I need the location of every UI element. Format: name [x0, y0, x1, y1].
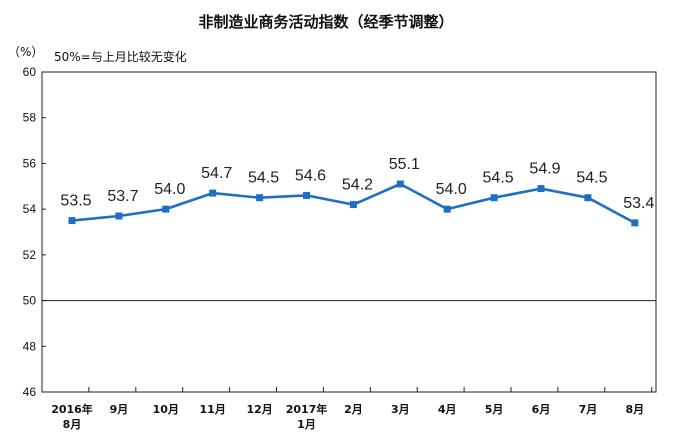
x-tick-label-line: 8月 — [63, 418, 82, 431]
data-label: 53.4 — [623, 195, 654, 212]
x-tick-label: 6月 — [532, 403, 551, 416]
y-tick-label: 50 — [23, 294, 37, 308]
data-point-marker — [537, 185, 545, 193]
data-label: 54.5 — [576, 170, 607, 187]
x-tick-label: 5月 — [485, 403, 504, 416]
y-tick-label: 54 — [23, 202, 37, 216]
y-tick-label: 60 — [23, 65, 37, 79]
chart-title: 非制造业商务活动指数（经季节调整） — [198, 13, 453, 31]
data-point-marker — [631, 219, 639, 227]
data-point-marker — [115, 212, 123, 220]
data-labels: 53.5 53.7 54.0 54.7 54.5 54.6 54.2 55.1 54.0 54.5… — [60, 156, 654, 212]
data-point-marker — [209, 189, 217, 197]
x-tick-label: 2017年 1月 — [286, 402, 328, 431]
data-label: 53.5 — [60, 193, 91, 210]
data-label: 53.7 — [107, 188, 138, 205]
data-point-marker — [584, 194, 592, 202]
data-point-marker — [68, 217, 76, 225]
x-tick-label: 3月 — [391, 403, 410, 416]
data-point-marker — [303, 191, 310, 199]
data-label: 54.2 — [342, 177, 373, 194]
x-tick-label: 10月 — [153, 403, 179, 416]
x-tick-label: 2016年 8月 — [51, 402, 93, 431]
data-point-marker — [162, 205, 170, 213]
data-point-marker — [490, 194, 498, 202]
x-tick-label-line: 5月 — [485, 403, 504, 416]
x-tick-label-line: 12月 — [246, 403, 272, 416]
x-tick-label-line: 2月 — [344, 403, 363, 416]
x-tick-label-line: 2016年 — [51, 402, 93, 416]
y-tick-label: 48 — [23, 339, 37, 353]
x-tick-label-line: 11月 — [200, 403, 226, 416]
data-point-marker — [256, 194, 264, 202]
baseline-note: 50%=与上月比较无变化 — [54, 49, 187, 64]
data-label: 54.5 — [248, 170, 279, 187]
x-tick-label: 8月 — [625, 403, 644, 416]
x-tick-label-line: 2017年 — [286, 402, 328, 416]
data-point-marker — [396, 180, 404, 188]
x-tick-label-line: 1月 — [297, 418, 316, 431]
x-tick-label: 2月 — [344, 403, 363, 416]
x-tick-label-line: 7月 — [579, 403, 598, 416]
series-line-group — [68, 180, 639, 227]
data-label: 54.9 — [529, 161, 560, 178]
data-point-marker — [443, 205, 451, 213]
data-label: 54.7 — [201, 165, 232, 182]
x-tick-label: 9月 — [110, 403, 129, 416]
data-label: 54.5 — [483, 170, 514, 187]
x-tick-label-line: 9月 — [110, 403, 129, 416]
y-tick-label: 56 — [23, 156, 37, 170]
y-axis: 60 58 56 54 52 50 48 46 — [23, 65, 46, 399]
x-tick-label-line: 6月 — [532, 403, 551, 416]
data-label: 55.1 — [389, 156, 420, 173]
x-tick-label: 7月 — [579, 403, 598, 416]
data-point-marker — [349, 201, 357, 209]
data-label: 54.0 — [154, 181, 185, 198]
x-tick-label-line: 4月 — [438, 403, 457, 416]
y-tick-label: 58 — [23, 111, 37, 125]
data-label: 54.0 — [436, 181, 467, 198]
x-tick-label-line: 8月 — [625, 403, 644, 416]
x-tick-label-line: 10月 — [153, 403, 179, 416]
y-tick-label: 46 — [23, 385, 37, 399]
x-tick-label: 4月 — [438, 403, 457, 416]
x-axis: 2016年 8月 9月 10月 11月 12月 2017年 1月 2月 3月 4月 5月 6月 7月 8月 — [41, 387, 653, 431]
y-tick-label: 52 — [23, 248, 37, 262]
y-axis-unit: （%） — [8, 45, 43, 59]
plot-frame — [41, 71, 657, 393]
x-tick-label-line: 3月 — [391, 403, 410, 416]
x-tick-label: 12月 — [246, 403, 272, 416]
x-tick-label: 11月 — [200, 403, 226, 416]
data-label: 54.6 — [295, 167, 326, 184]
